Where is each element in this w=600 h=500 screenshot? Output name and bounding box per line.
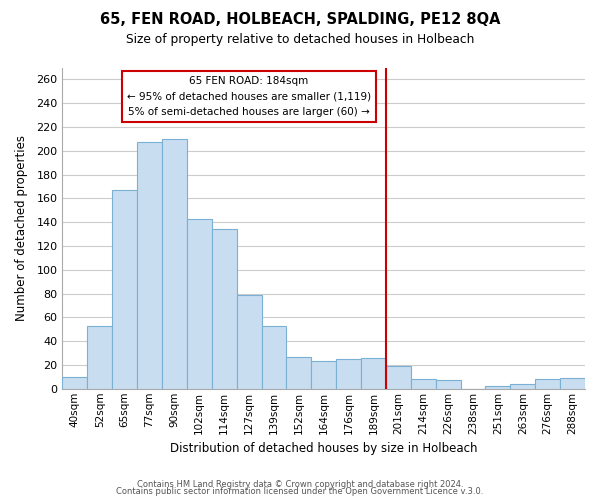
Bar [187, 218, 212, 389]
Y-axis label: Number of detached properties: Number of detached properties [15, 135, 28, 321]
Bar [361, 358, 386, 389]
X-axis label: Distribution of detached houses by size in Holbeach: Distribution of detached houses by size … [170, 442, 478, 455]
Text: Contains public sector information licensed under the Open Government Licence v.: Contains public sector information licen… [116, 487, 484, 496]
Bar [212, 230, 236, 389]
Text: Size of property relative to detached houses in Holbeach: Size of property relative to detached ho… [126, 32, 474, 46]
Bar [336, 359, 361, 389]
Bar [386, 366, 411, 389]
Text: Contains HM Land Registry data © Crown copyright and database right 2024.: Contains HM Land Registry data © Crown c… [137, 480, 463, 489]
Bar [485, 386, 511, 389]
Bar [311, 362, 336, 389]
Bar [137, 142, 162, 389]
Bar [262, 326, 286, 389]
Text: 65, FEN ROAD, HOLBEACH, SPALDING, PE12 8QA: 65, FEN ROAD, HOLBEACH, SPALDING, PE12 8… [100, 12, 500, 28]
Bar [236, 295, 262, 389]
Bar [112, 190, 137, 389]
Bar [560, 378, 585, 389]
Bar [286, 356, 311, 389]
Bar [162, 139, 187, 389]
Bar [511, 384, 535, 389]
Bar [535, 379, 560, 389]
Bar [62, 377, 88, 389]
Bar [411, 379, 436, 389]
Bar [88, 326, 112, 389]
Text: 65 FEN ROAD: 184sqm
← 95% of detached houses are smaller (1,119)
5% of semi-deta: 65 FEN ROAD: 184sqm ← 95% of detached ho… [127, 76, 371, 117]
Bar [436, 380, 461, 389]
